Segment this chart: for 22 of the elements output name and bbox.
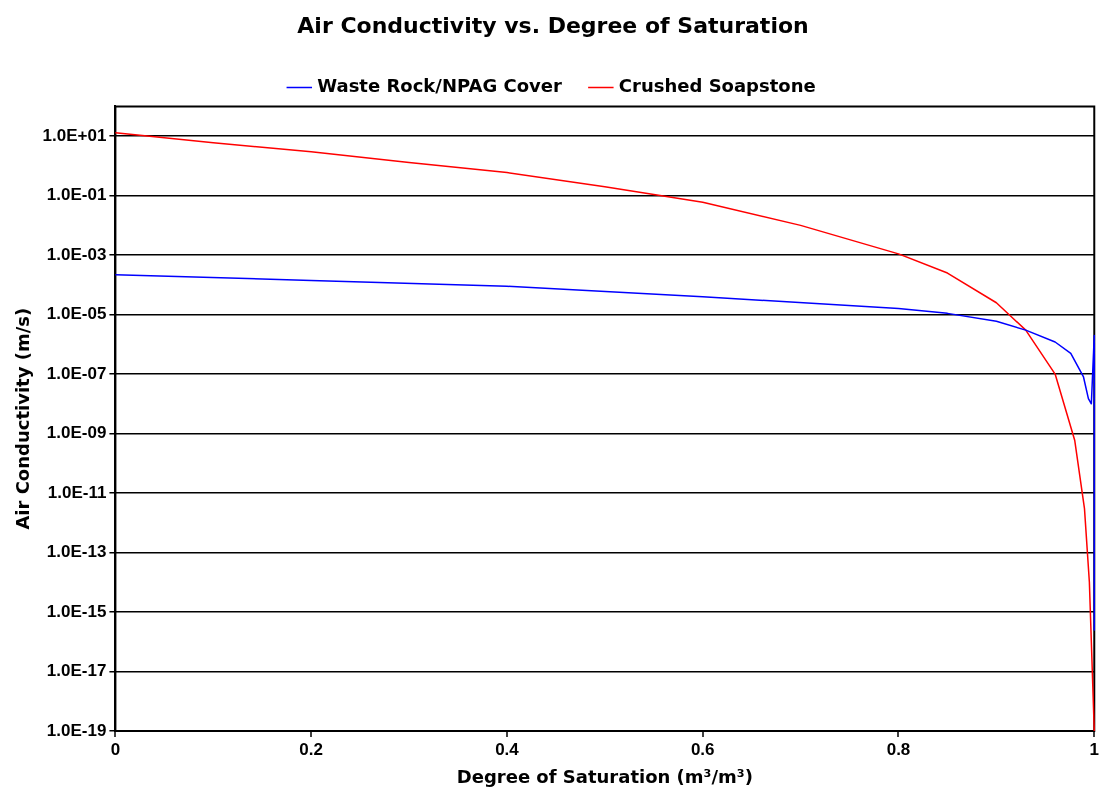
- y-axis-title: Air Conductivity (m/s): [12, 307, 34, 530]
- y-tick-label: 1.0E-05: [46, 304, 107, 324]
- x-tick-label: 0.4: [495, 739, 520, 759]
- y-tick-label: 1.0E-13: [46, 542, 107, 562]
- y-tick-label: 1.0E-11: [47, 482, 107, 502]
- y-tick-label: 1.0E-17: [46, 661, 107, 681]
- x-tick-label: 0.6: [690, 739, 715, 759]
- legend-label: Waste Rock/NPAG Cover: [317, 75, 562, 97]
- y-tick-label: 1.0E-01: [46, 185, 107, 205]
- y-tick-label: 1.0E-15: [46, 601, 107, 621]
- x-tick-label: 0: [110, 739, 121, 759]
- chart-title: Air Conductivity vs. Degree of Saturation: [297, 12, 809, 38]
- legend-label: Crushed Soapstone: [618, 75, 816, 97]
- x-tick-label: 1: [1089, 739, 1100, 759]
- y-tick-label: 1.0E+01: [42, 125, 107, 145]
- y-tick-label: 1.0E-03: [46, 244, 107, 264]
- y-tick-label: 1.0E-09: [46, 423, 107, 443]
- x-axis-title: Degree of Saturation (m³/m³): [456, 765, 753, 787]
- x-tick-label: 0.8: [886, 739, 911, 759]
- y-tick-label: 1.0E-19: [46, 720, 107, 740]
- x-tick-label: 0.2: [299, 739, 323, 759]
- y-tick-label: 1.0E-07: [46, 363, 107, 383]
